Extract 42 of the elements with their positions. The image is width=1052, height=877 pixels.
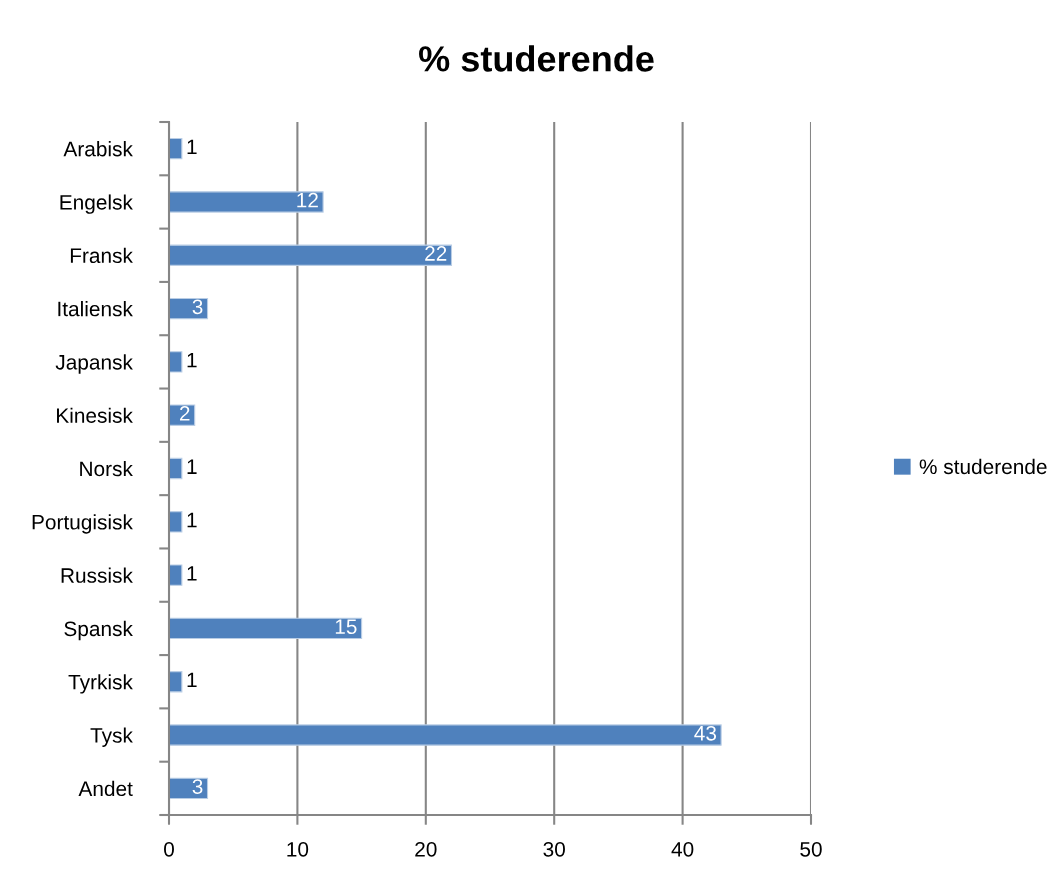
bar xyxy=(169,617,363,640)
data-label: 1 xyxy=(187,139,197,155)
y-tick-label: Italiensk xyxy=(58,301,133,317)
y-tick-label: Andet xyxy=(78,780,133,797)
data-label: 12 xyxy=(297,192,318,208)
x-tick-label: 50 xyxy=(800,841,822,857)
y-tick-label: Portugisisk xyxy=(32,514,133,534)
chart-title: % studerende xyxy=(419,45,654,72)
y-tick-label: Japansk xyxy=(55,354,133,374)
x-tick-label: 0 xyxy=(164,841,174,857)
data-label: 43 xyxy=(694,725,717,741)
y-tick-label: Tyrkisk xyxy=(68,674,133,694)
y-tick-label: Arabisk xyxy=(63,141,133,157)
data-label: 1 xyxy=(187,459,197,474)
bar xyxy=(169,511,183,533)
bar xyxy=(169,244,453,266)
data-label: 1 xyxy=(187,512,197,528)
x-tick-label: 30 xyxy=(543,841,565,857)
data-label: 2 xyxy=(179,406,190,421)
y-tick-label: Spansk xyxy=(64,620,133,641)
x-tick-label: 40 xyxy=(671,841,694,857)
y-tick-label: Engelsk xyxy=(60,194,133,214)
x-tick-label: 10 xyxy=(287,841,309,857)
data-label: 1 xyxy=(187,352,197,368)
bar xyxy=(169,191,324,213)
data-label: 3 xyxy=(192,779,203,794)
legend-label: % studerende xyxy=(919,458,1047,475)
y-tick-label: Kinesisk xyxy=(57,407,133,423)
bar xyxy=(169,564,183,586)
bar xyxy=(169,351,183,373)
data-label: 1 xyxy=(187,672,197,688)
data-label: 22 xyxy=(425,246,447,261)
data-label: 15 xyxy=(335,619,357,635)
x-tick-label: 20 xyxy=(415,841,437,857)
bar xyxy=(169,671,183,693)
y-tick-label: Tysk xyxy=(90,727,133,747)
data-label: 1 xyxy=(187,566,197,581)
data-label: 3 xyxy=(192,299,203,315)
y-tick-label: Fransk xyxy=(70,247,133,264)
y-tick-label: Norsk xyxy=(80,460,133,477)
bar xyxy=(169,724,722,746)
y-tick-label: Russisk xyxy=(61,567,133,583)
